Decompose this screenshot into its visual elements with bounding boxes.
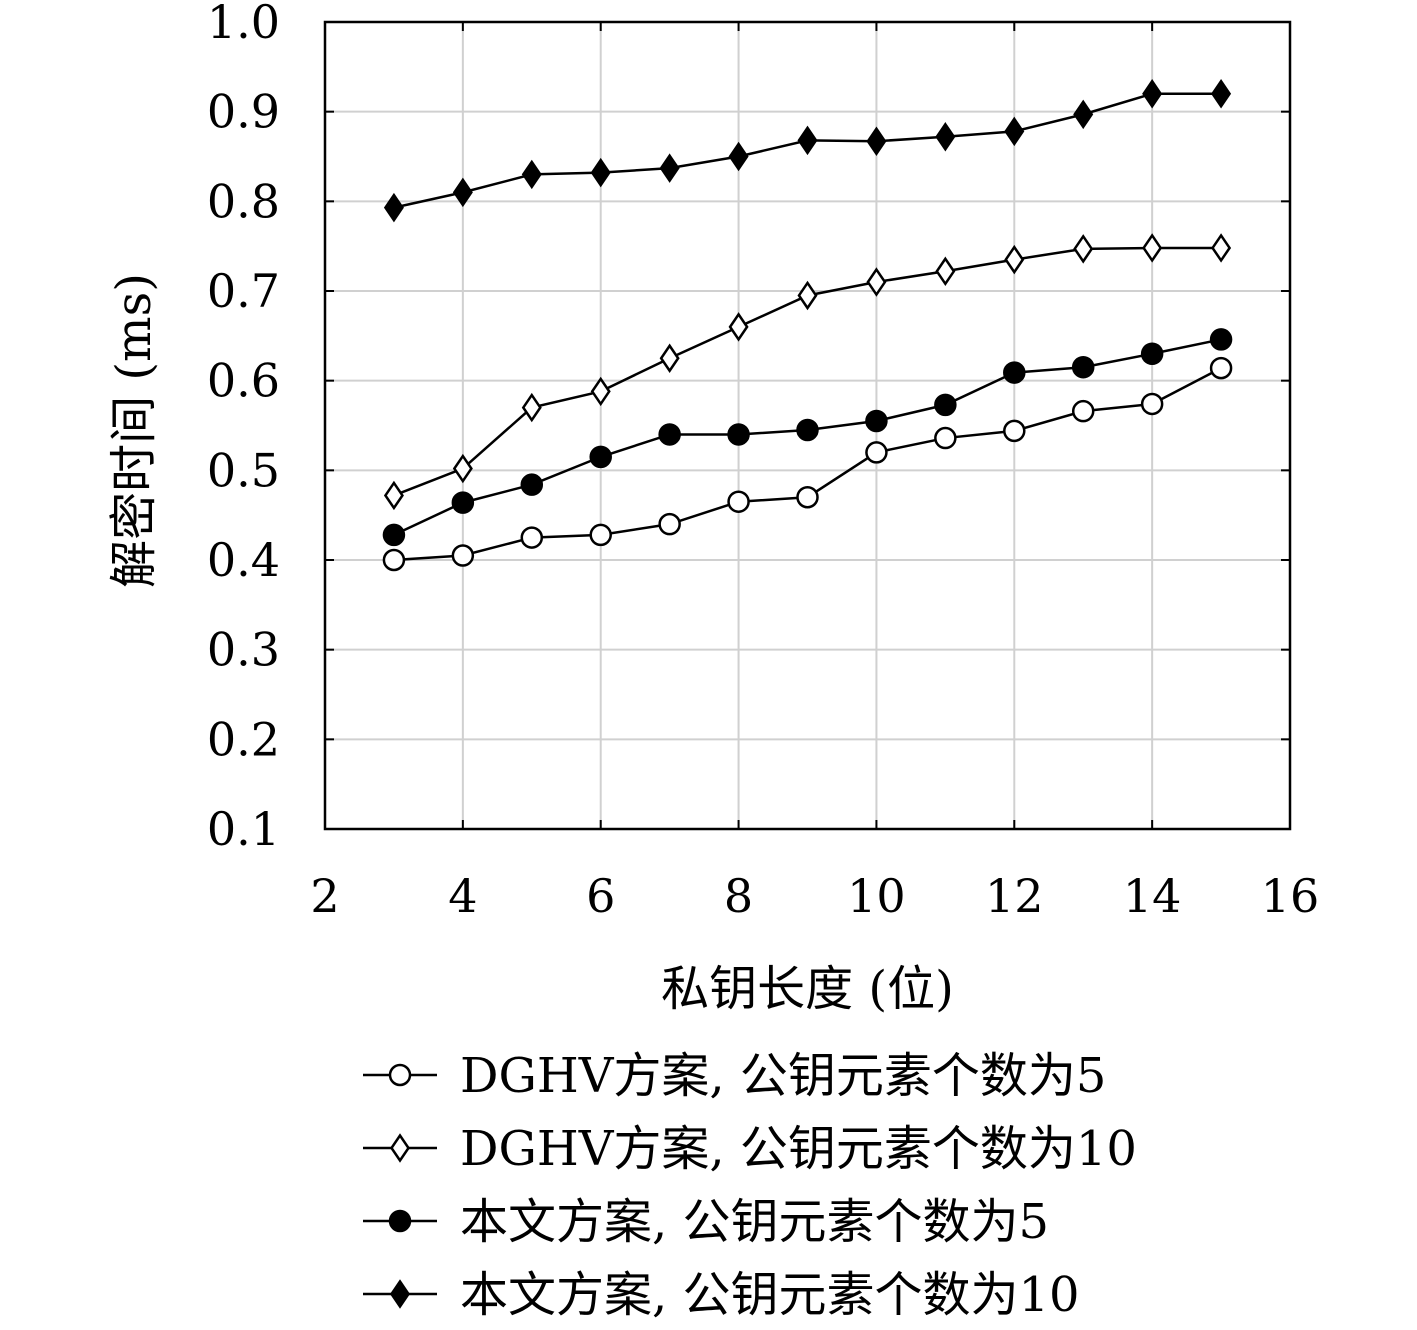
data-point-circle <box>1140 342 1164 366</box>
legend-item: 本文方案, 公钥元素个数为5 <box>363 1194 1049 1250</box>
data-point-diamond <box>383 192 404 223</box>
data-point-circle <box>1071 399 1095 423</box>
series-layer <box>382 79 1233 572</box>
x-tick-label: 2 <box>310 869 339 923</box>
y-tick-label: 0.7 <box>207 264 280 318</box>
data-point-diamond <box>1073 234 1094 264</box>
data-point-diamond <box>797 125 818 156</box>
data-point-circle <box>865 409 888 433</box>
legend: DGHV方案, 公钥元素个数为5 DGHV方案, 公钥元素个数为10 本文方案, 公… <box>363 1048 1137 1323</box>
data-point-circle <box>520 526 544 549</box>
series-line <box>393 367 1222 562</box>
data-point-circle <box>1209 356 1233 380</box>
series-4 <box>383 79 1232 223</box>
data-point-circle <box>796 485 819 509</box>
data-point-diamond <box>1004 244 1025 275</box>
data-point-circle <box>1140 392 1164 416</box>
data-point-circle <box>865 441 888 464</box>
data-point-diamond <box>866 126 887 156</box>
y-axis-title: 解密时间 (ms) <box>106 273 162 588</box>
y-tick-label: 0.6 <box>207 354 280 408</box>
data-point-circle <box>1071 355 1095 379</box>
data-point-diamond <box>1073 99 1094 130</box>
data-point-diamond <box>728 312 749 342</box>
x-tick-label: 4 <box>448 869 477 923</box>
data-point-circle <box>388 1209 412 1233</box>
data-point-diamond <box>389 1279 411 1309</box>
data-point-circle <box>658 423 681 446</box>
x-tick-label: 10 <box>847 869 906 923</box>
x-tick-label: 12 <box>985 869 1044 923</box>
data-point-diamond <box>659 343 680 373</box>
y-tick-label: 0.8 <box>207 174 280 228</box>
legend-label: DGHV方案, 公钥元素个数为10 <box>460 1121 1137 1177</box>
y-tick-label: 0.2 <box>207 712 280 766</box>
data-point-circle <box>934 393 957 417</box>
data-point-diamond <box>935 122 956 152</box>
y-tick-label: 0.9 <box>207 85 280 139</box>
legend-label: DGHV方案, 公钥元素个数为5 <box>460 1048 1106 1104</box>
data-point-diamond <box>1004 116 1025 147</box>
data-point-circle <box>589 445 612 469</box>
y-tick-label: 0.5 <box>207 443 280 497</box>
y-tick-label: 0.1 <box>207 802 280 856</box>
data-point-diamond <box>383 480 404 511</box>
data-point-diamond <box>452 453 473 484</box>
data-point-diamond <box>1142 233 1163 263</box>
data-point-circle <box>451 491 475 514</box>
data-point-circle <box>1209 328 1233 351</box>
data-point-diamond <box>389 1133 411 1163</box>
data-point-circle <box>382 548 406 572</box>
legend-label: 本文方案, 公钥元素个数为10 <box>460 1267 1080 1323</box>
y-tick-label: 0.3 <box>207 623 280 677</box>
x-tick-label: 6 <box>586 869 615 923</box>
data-point-diamond <box>1142 79 1163 109</box>
series-3 <box>382 328 1233 547</box>
data-point-diamond <box>521 392 542 423</box>
series-1 <box>382 356 1233 572</box>
data-point-circle <box>727 423 750 446</box>
data-point-diamond <box>935 256 956 286</box>
legend-item: DGHV方案, 公钥元素个数为10 <box>363 1121 1137 1177</box>
data-point-diamond <box>797 280 818 311</box>
data-point-diamond <box>1211 233 1232 263</box>
x-tick-label: 8 <box>724 869 753 923</box>
data-point-circle <box>727 490 750 513</box>
data-point-circle <box>658 512 681 536</box>
data-point-circle <box>934 426 957 450</box>
data-point-diamond <box>866 267 887 297</box>
series-2 <box>383 233 1232 511</box>
plot-frame <box>323 20 1292 831</box>
data-point-circle <box>520 473 544 496</box>
data-point-circle <box>589 523 612 547</box>
data-point-diamond <box>728 141 749 172</box>
data-point-diamond <box>1211 79 1232 109</box>
data-point-circle <box>1003 361 1026 384</box>
y-tick-label: 0.4 <box>207 533 280 587</box>
axis-ticks: 2 4 6 8 10 12 14 16 0.1 0.2 0.3 0.4 0.5 0.6 0.7 0.8 0.9 1… <box>207 0 1319 923</box>
legend-label: 本文方案, 公钥元素个数为5 <box>460 1194 1049 1250</box>
data-point-circle <box>796 418 819 442</box>
legend-item: DGHV方案, 公钥元素个数为5 <box>363 1048 1106 1104</box>
data-point-diamond <box>590 376 611 407</box>
data-point-diamond <box>590 157 611 188</box>
data-point-diamond <box>521 159 542 190</box>
legend-item: 本文方案, 公钥元素个数为10 <box>363 1267 1080 1323</box>
x-axis-title: 私钥长度 (位) <box>661 961 954 1017</box>
data-point-diamond <box>452 177 473 208</box>
data-point-circle <box>1003 419 1026 443</box>
data-point-diamond <box>659 153 680 183</box>
y-tick-label: 1.0 <box>207 0 280 49</box>
data-point-circle <box>388 1063 412 1087</box>
data-point-circle <box>451 544 475 567</box>
data-point-circle <box>382 523 406 547</box>
x-tick-label: 14 <box>1123 869 1182 923</box>
x-tick-label: 16 <box>1261 869 1320 923</box>
